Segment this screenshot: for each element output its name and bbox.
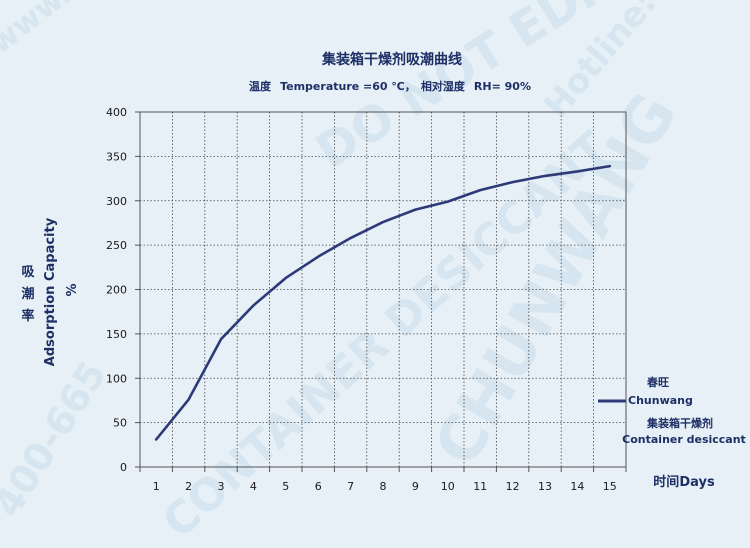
y-tick-label: 150 bbox=[106, 328, 127, 341]
legend-line-2: Chunwang bbox=[628, 394, 693, 407]
y-axis-label-cn-2: 潮 bbox=[21, 286, 34, 302]
x-axis-ticks: 1 2 3 4 5 6 7 8 9 10 11 12 13 14 15 bbox=[139, 467, 627, 493]
x-tick-label: 10 bbox=[441, 480, 455, 493]
x-axis-label: 时间Days bbox=[653, 474, 715, 490]
series-layer bbox=[154, 164, 612, 441]
chart-title: 集装箱干燥剂吸潮曲线 bbox=[321, 51, 462, 68]
legend-line-1: 春旺 bbox=[647, 375, 669, 389]
subtitle-rh-cn: 相对湿度 bbox=[421, 79, 466, 93]
subtitle-rh-en: RH= 90% bbox=[474, 80, 531, 93]
y-axis-unit: % bbox=[65, 283, 80, 296]
x-tick-label: 7 bbox=[347, 480, 354, 493]
y-tick-label: 250 bbox=[106, 239, 127, 252]
y-tick-label: 400 bbox=[106, 106, 127, 119]
legend-line-3: 集装箱干燥剂 bbox=[646, 416, 713, 430]
y-tick-label: 0 bbox=[120, 461, 127, 474]
chart-subtitle: 温度 Temperature =60 ℃， 相对湿度 RH= 90% bbox=[249, 75, 531, 94]
watermark-text-1: www.chun-wang bbox=[0, 0, 224, 61]
x-tick-label: 15 bbox=[603, 480, 617, 493]
grid-lines bbox=[140, 112, 626, 467]
y-tick-label: 100 bbox=[106, 372, 127, 385]
legend: 春旺 Chunwang 集装箱干燥剂 Container desiccant bbox=[598, 375, 746, 446]
y-axis-ticks: 0 50 100 150 200 250 300 350 400 bbox=[106, 106, 140, 474]
x-tick-label: 2 bbox=[185, 480, 192, 493]
y-tick-label: 350 bbox=[106, 150, 127, 163]
x-tick-label: 13 bbox=[538, 480, 552, 493]
y-axis-label-cn-1: 吸 bbox=[21, 265, 35, 280]
x-tick-label: 6 bbox=[315, 480, 322, 493]
subtitle-temp-cn: 温度 bbox=[249, 79, 272, 93]
y-axis-label-en: Adsorption Capacity bbox=[43, 217, 58, 366]
watermark-text-6: 400-665 bbox=[0, 354, 115, 525]
x-tick-label: 4 bbox=[250, 480, 257, 493]
x-tick-label: 12 bbox=[506, 480, 520, 493]
y-tick-label: 50 bbox=[113, 417, 127, 430]
legend-line-4: Container desiccant bbox=[622, 433, 746, 446]
x-axis-label-cn: 时间 bbox=[653, 474, 679, 490]
y-tick-label: 300 bbox=[106, 195, 127, 208]
x-tick-label: 14 bbox=[570, 480, 584, 493]
x-tick-label: 11 bbox=[473, 480, 487, 493]
x-tick-label: 3 bbox=[218, 480, 225, 493]
y-axis-label: 吸 潮 率 Adsorption Capacity % bbox=[21, 217, 80, 366]
x-tick-label: 1 bbox=[153, 480, 160, 493]
x-tick-label: 9 bbox=[412, 480, 419, 493]
y-axis-label-cn-3: 率 bbox=[21, 308, 34, 324]
subtitle-temp-en: Temperature =60 ℃， bbox=[280, 80, 416, 93]
x-tick-label: 5 bbox=[282, 480, 289, 493]
x-axis-label-en: Days bbox=[679, 475, 715, 490]
y-tick-label: 200 bbox=[106, 284, 127, 297]
x-tick-label: 8 bbox=[380, 480, 387, 493]
